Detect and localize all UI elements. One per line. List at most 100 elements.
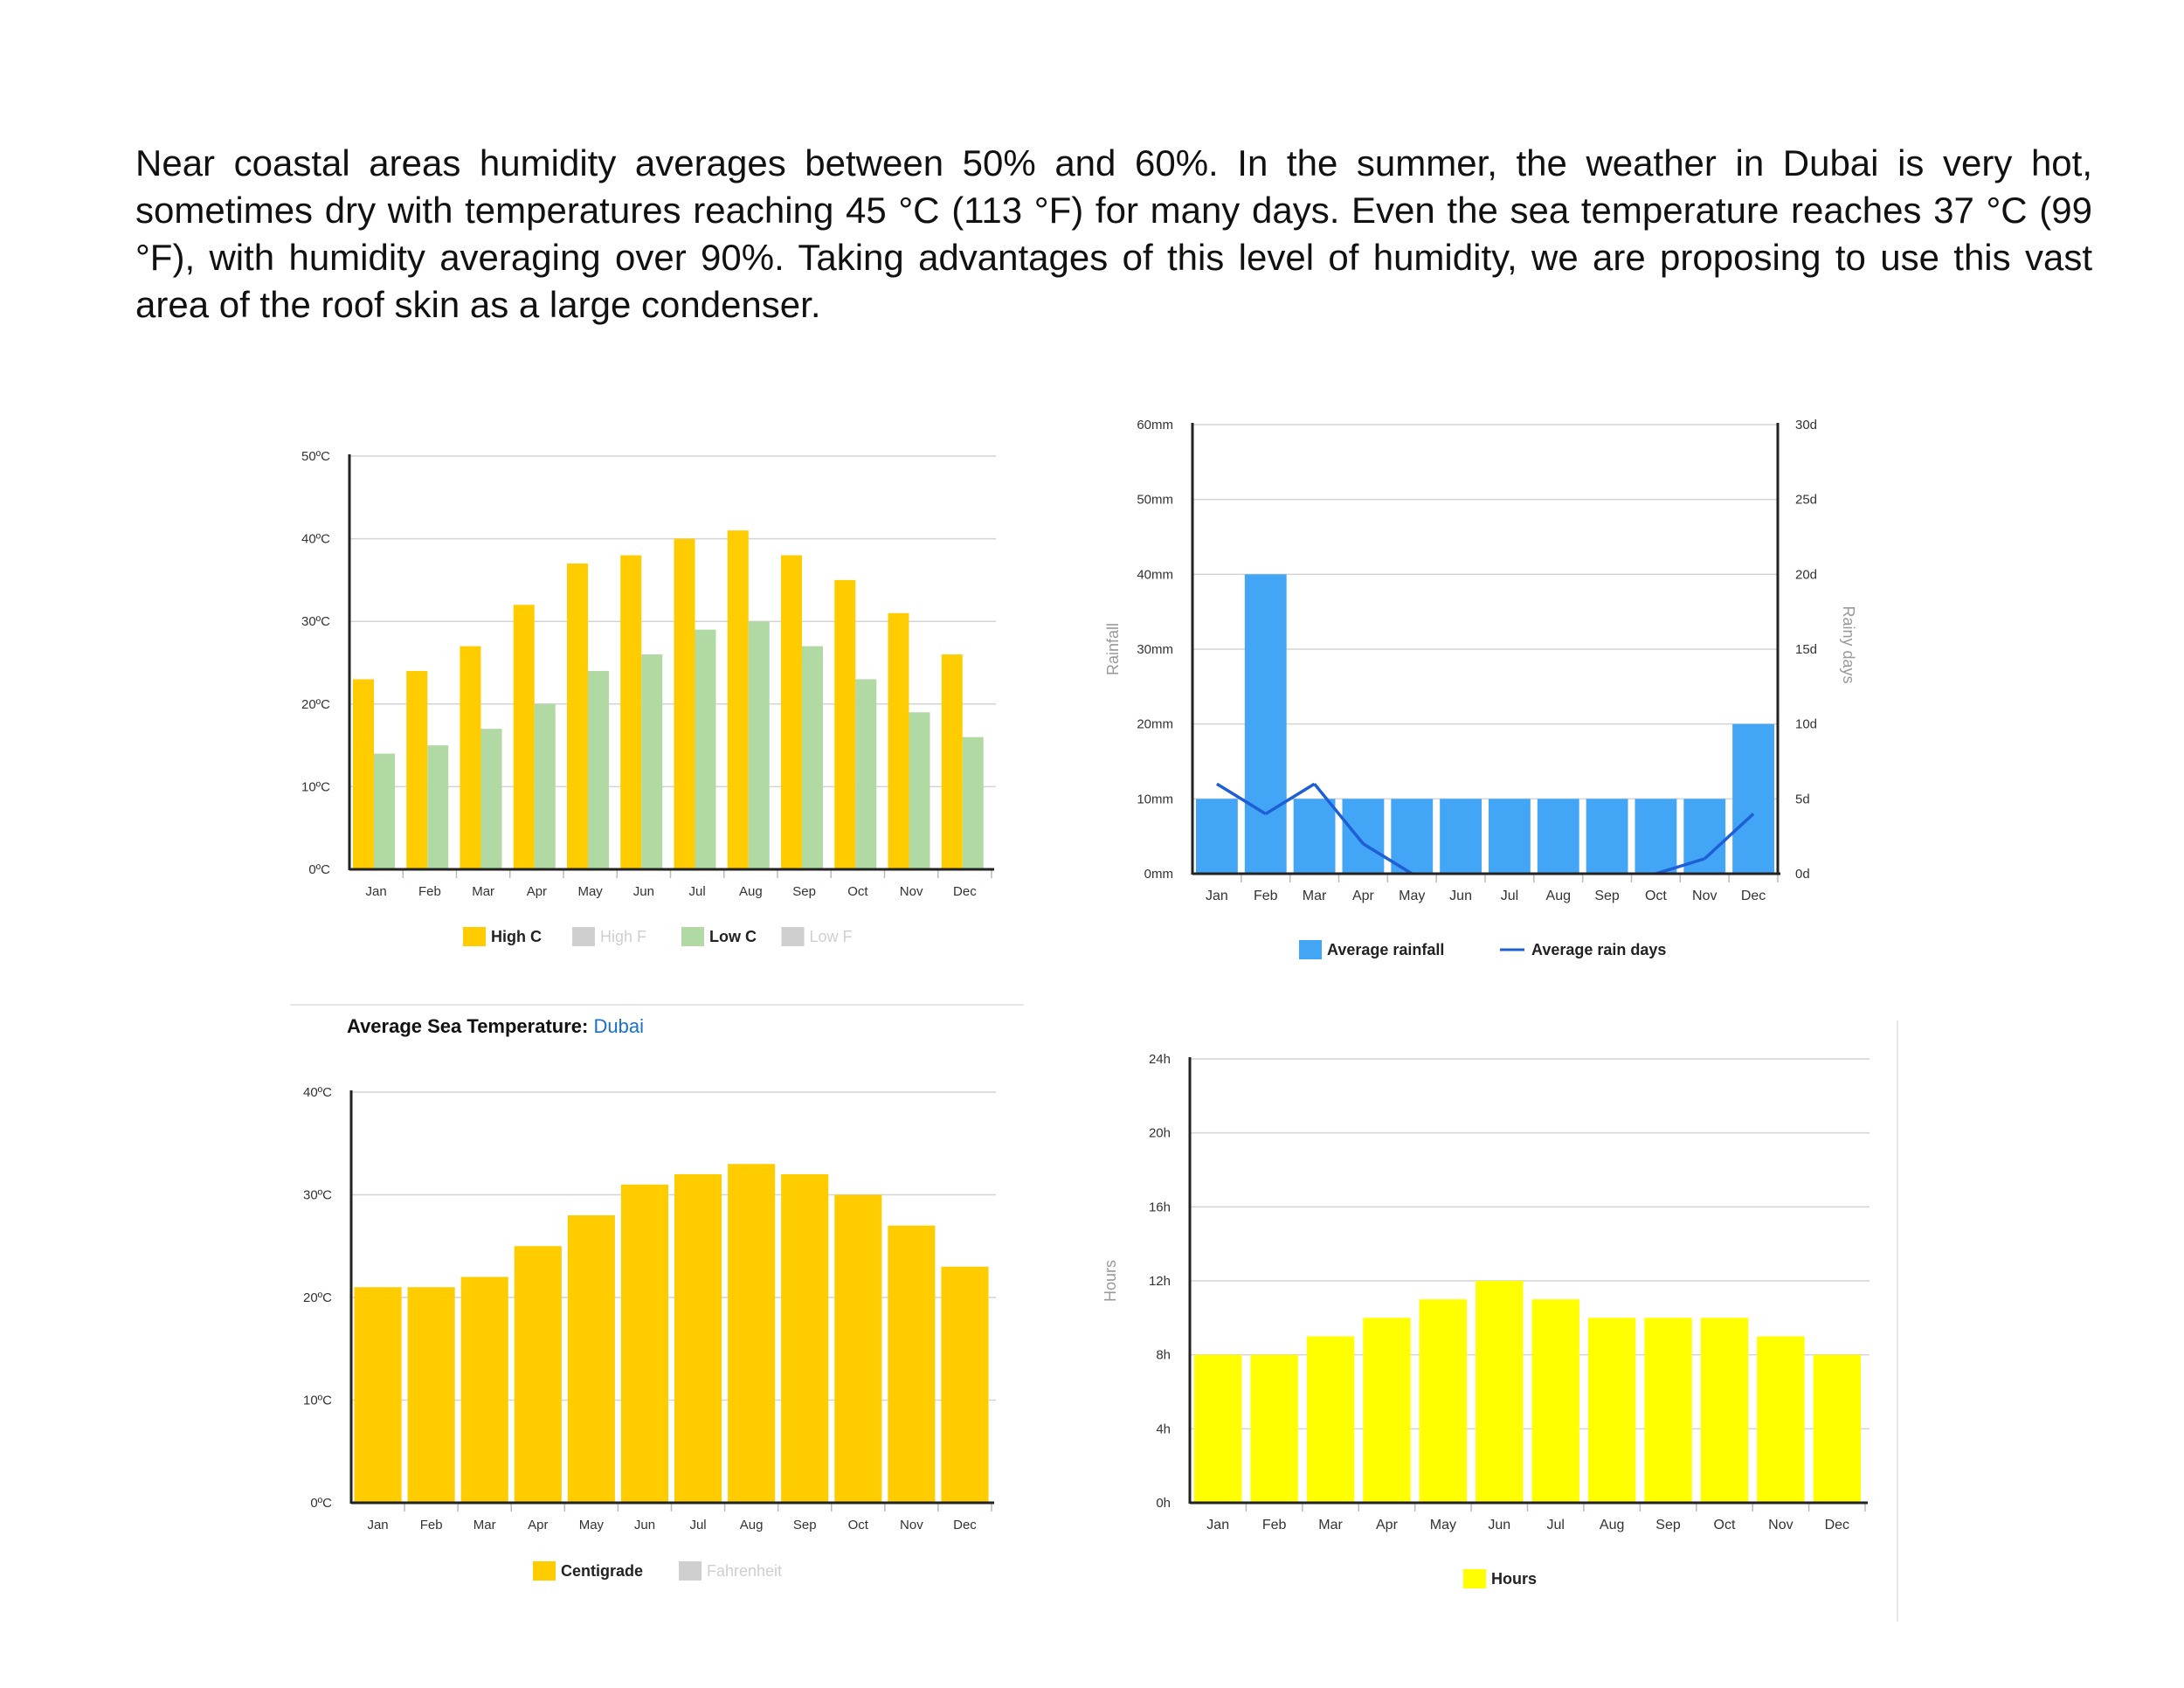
bar-high-c bbox=[888, 612, 909, 869]
x-tick-label: Jan bbox=[1206, 889, 1228, 903]
x-tick-label: Mar bbox=[1318, 1518, 1343, 1532]
x-tick-label: Feb bbox=[418, 884, 441, 899]
x-tick-label: Feb bbox=[1254, 889, 1278, 903]
x-tick-label: Jan bbox=[367, 1518, 388, 1532]
x-tick-label: May bbox=[1430, 1518, 1456, 1532]
bar-hours bbox=[1531, 1299, 1579, 1503]
legend-label-high-f[interactable]: High F bbox=[600, 928, 646, 945]
x-tick-label: Oct bbox=[847, 884, 868, 899]
bar-low-c bbox=[909, 712, 930, 869]
sea-temperature-chart: 0ºC 10ºC 20ºC 30ºC 40ºC Jan Feb Mar Apr May Jun Jul… bbox=[303, 1085, 996, 1581]
bar-average-rainfall bbox=[1732, 723, 1774, 874]
bar-average-rainfall bbox=[1683, 799, 1726, 874]
bar-centigrade bbox=[941, 1266, 989, 1503]
bar-hours bbox=[1194, 1354, 1242, 1503]
x-tick-label: Dec bbox=[1825, 1518, 1849, 1532]
bar-low-c bbox=[802, 646, 823, 869]
x-tick-label: Oct bbox=[1645, 889, 1667, 903]
x-tick-label: Apr bbox=[1352, 889, 1375, 903]
y-tick-label: 4h bbox=[1156, 1422, 1171, 1436]
x-tick-label: Sep bbox=[792, 884, 816, 899]
y-tick-label: 40mm bbox=[1137, 567, 1173, 582]
x-tick-label: Nov bbox=[1768, 1518, 1793, 1532]
y2-tick-label: 15d bbox=[1795, 642, 1817, 657]
bar-high-c bbox=[727, 530, 749, 869]
air-temperature-chart: 0ºC 10ºC 20ºC 30ºC 40ºC 50ºC Jan Feb Mar Apr May Ju… bbox=[301, 449, 996, 946]
line-series-rain-days bbox=[1216, 782, 1755, 875]
sunshine-hours-chart: 0h 4h 8h 12h 16h 20h 24h Hours Jan Feb Mar Apr May Ju… bbox=[1102, 1052, 1870, 1588]
y-tick-label: 60mm bbox=[1137, 418, 1173, 432]
y2-tick-label: 20d bbox=[1795, 567, 1817, 582]
legend-label-fahrenheit[interactable]: Fahrenheit bbox=[707, 1562, 782, 1580]
legend-label-low-f[interactable]: Low F bbox=[810, 928, 853, 945]
y-tick-label: 12h bbox=[1149, 1274, 1171, 1289]
y-tick-label: 40ºC bbox=[301, 532, 330, 547]
bar-hours bbox=[1419, 1299, 1468, 1503]
sea-temperature-location-link[interactable]: Dubai bbox=[593, 1015, 644, 1037]
section-divider bbox=[290, 1004, 1024, 1006]
bar-average-rainfall bbox=[1440, 799, 1482, 874]
legend-swatch-centigrade bbox=[533, 1561, 556, 1581]
y-tick-label: 30ºC bbox=[301, 614, 330, 629]
x-tick-label: Jun bbox=[634, 1518, 655, 1532]
x-tick-label: Jul bbox=[689, 1518, 706, 1532]
bar-high-c bbox=[513, 605, 535, 869]
bar-centigrade bbox=[781, 1174, 829, 1503]
x-tick-label: Feb bbox=[1262, 1518, 1287, 1532]
bar-low-c bbox=[962, 737, 984, 869]
x-tick-label: Oct bbox=[1714, 1518, 1736, 1532]
x-tick-label: Mar bbox=[473, 1518, 496, 1532]
legend-swatch-high-f bbox=[572, 927, 595, 946]
y-tick-label: 40ºC bbox=[303, 1085, 332, 1100]
legend-swatch-fahrenheit bbox=[679, 1561, 702, 1581]
x-tick-label: Sep bbox=[793, 1518, 817, 1532]
x-tick-label: Dec bbox=[953, 1518, 977, 1532]
y-tick-label: 0ºC bbox=[310, 1496, 332, 1511]
x-tick-label: Dec bbox=[953, 884, 977, 899]
bar-high-c bbox=[406, 670, 428, 869]
x-tick-label: Aug bbox=[740, 1518, 764, 1532]
bar-centigrade bbox=[728, 1164, 776, 1503]
bar-centigrade bbox=[460, 1276, 508, 1503]
legend-swatch-hours bbox=[1463, 1569, 1486, 1588]
y-tick-label: 10ºC bbox=[303, 1394, 332, 1408]
bar-average-rainfall bbox=[1342, 799, 1385, 874]
x-tick-label: Nov bbox=[1692, 889, 1717, 903]
bar-centigrade bbox=[407, 1287, 455, 1503]
bar-high-c bbox=[941, 654, 963, 869]
bar-centigrade bbox=[674, 1174, 722, 1503]
y-tick-label: 24h bbox=[1149, 1052, 1171, 1067]
y2-axis-title: Rainy days bbox=[1840, 605, 1857, 683]
x-tick-label: Nov bbox=[900, 1518, 923, 1532]
x-tick-label: May bbox=[579, 1518, 605, 1532]
x-tick-label: Apr bbox=[527, 884, 547, 899]
x-tick-label: Apr bbox=[1376, 1518, 1399, 1532]
x-tick-label: Aug bbox=[1546, 889, 1571, 903]
x-tick-label: Jun bbox=[633, 884, 654, 899]
legend-label-average-rainfall[interactable]: Average rainfall bbox=[1327, 941, 1444, 958]
bar-average-rainfall bbox=[1391, 799, 1434, 874]
x-tick-label: Aug bbox=[1600, 1518, 1624, 1532]
bar-high-c bbox=[567, 563, 588, 869]
y-axis-title: Rainfall bbox=[1104, 623, 1122, 675]
legend-label-centigrade[interactable]: Centigrade bbox=[561, 1562, 643, 1580]
bar-average-rainfall bbox=[1293, 799, 1336, 874]
legend-label-high-c[interactable]: High C bbox=[491, 928, 542, 945]
x-tick-label: Aug bbox=[739, 884, 763, 899]
bar-hours bbox=[1644, 1318, 1692, 1503]
bar-high-c bbox=[781, 555, 802, 869]
legend-label-hours[interactable]: Hours bbox=[1491, 1570, 1537, 1588]
bar-high-c bbox=[460, 646, 481, 869]
bar-low-c bbox=[748, 621, 770, 869]
legend-label-low-c[interactable]: Low C bbox=[709, 928, 757, 945]
x-tick-label: Oct bbox=[848, 1518, 869, 1532]
bar-centigrade bbox=[514, 1246, 562, 1503]
y-tick-label: 30ºC bbox=[303, 1188, 332, 1203]
legend-swatch-average-rainfall bbox=[1299, 940, 1322, 959]
y-tick-label: 20ºC bbox=[303, 1290, 332, 1305]
bar-centigrade bbox=[888, 1225, 936, 1503]
intro-paragraph: Near coastal areas humidity averages bet… bbox=[135, 142, 2092, 325]
y-tick-label: 16h bbox=[1149, 1200, 1171, 1214]
x-tick-label: May bbox=[577, 884, 603, 899]
legend-label-average-rain-days[interactable]: Average rain days bbox=[1531, 941, 1666, 958]
